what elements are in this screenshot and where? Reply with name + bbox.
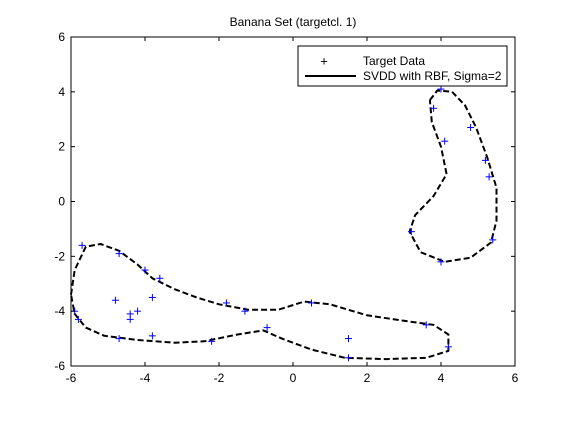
data-point [115, 250, 123, 258]
data-point [481, 156, 489, 164]
x-tick-label: -4 [140, 371, 151, 385]
y-tick-label: 2 [58, 140, 65, 154]
y-tick-label: 4 [58, 85, 65, 99]
data-point [208, 337, 216, 345]
chart-title: Banana Set (targetcl. 1) [230, 15, 357, 29]
data-point [345, 335, 352, 343]
data-point [444, 343, 452, 351]
data-point [467, 123, 475, 131]
data-point [111, 296, 119, 304]
y-tick-label: -4 [54, 304, 65, 318]
data-point [148, 332, 156, 340]
svdd-contour [408, 89, 498, 263]
legend-label-svdd: SVDD with RBF, Sigma=2 [363, 69, 502, 83]
data-point [74, 315, 82, 323]
x-tick-label: 6 [512, 371, 519, 385]
data-point [156, 274, 164, 282]
data-point [407, 228, 415, 236]
target-points [71, 85, 497, 362]
data-point [222, 299, 230, 307]
data-point [345, 354, 352, 362]
legend-label-target: Target Data [363, 54, 425, 68]
x-tick-label: 4 [438, 371, 445, 385]
data-point [430, 104, 438, 112]
legend: + Target Data SVDD with RBF, Sigma=2 [297, 45, 508, 87]
x-tick-label: -6 [66, 371, 77, 385]
data-point [78, 241, 86, 249]
data-point [485, 173, 493, 181]
data-point [308, 299, 315, 307]
data-point [437, 258, 445, 266]
data-point [115, 335, 123, 343]
data-point [437, 85, 445, 93]
y-tick-label: 6 [58, 30, 65, 44]
y-tick-label: 0 [58, 195, 65, 209]
data-point [263, 324, 271, 332]
y-axis: -6 -4 -2 0 2 4 6 [54, 30, 515, 373]
x-tick-label: 0 [290, 371, 297, 385]
svdd-contour [70, 243, 450, 361]
y-tick-label: -6 [54, 359, 65, 373]
data-point [134, 307, 142, 315]
y-tick-label: -2 [54, 249, 65, 263]
data-point [148, 293, 156, 301]
svdd-boundary [70, 89, 498, 361]
legend-box [297, 45, 508, 87]
data-point [441, 137, 449, 145]
data-point [422, 321, 430, 329]
x-axis: -6 -4 -2 0 2 4 6 [66, 37, 519, 385]
legend-marker-plus: + [320, 53, 328, 68]
data-point [241, 307, 249, 315]
x-tick-label: -2 [214, 371, 225, 385]
x-tick-label: 2 [364, 371, 371, 385]
data-point [126, 310, 134, 318]
data-point [141, 266, 149, 274]
data-point [489, 236, 497, 244]
